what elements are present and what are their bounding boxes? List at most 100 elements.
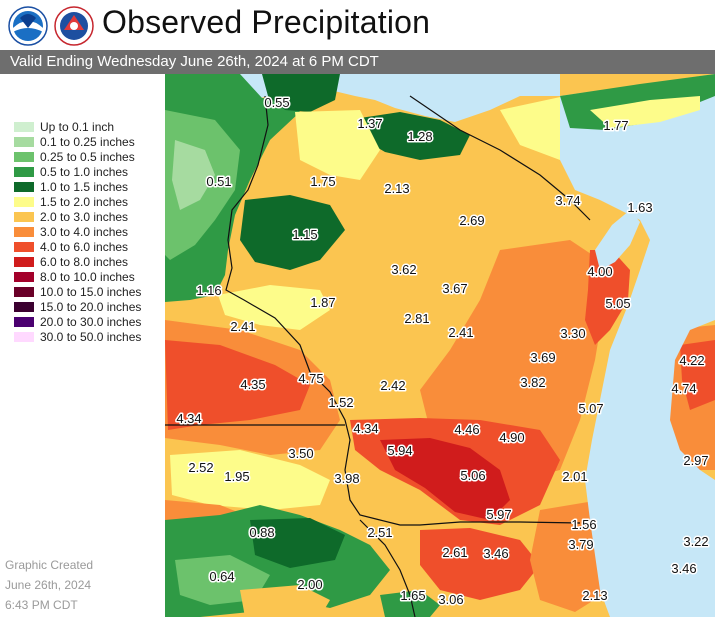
legend-swatch: [14, 332, 34, 342]
legend-item: 1.5 to 2.0 inches: [14, 195, 164, 210]
precip-value-label: 2.00: [297, 577, 322, 592]
precip-value-label: 3.62: [391, 262, 416, 277]
precip-red-lower-mi-core: [680, 340, 715, 410]
precip-value-label: 1.16: [196, 283, 221, 298]
legend-item: 20.0 to 30.0 inches: [14, 315, 164, 330]
legend-item: 0.1 to 0.25 inches: [14, 135, 164, 150]
legend-swatch: [14, 137, 34, 147]
precip-value-label: 3.82: [520, 375, 545, 390]
precip-dark-green-north: [360, 112, 470, 160]
precip-value-label: 1.56: [571, 517, 596, 532]
precip-value-label: 5.05: [605, 296, 630, 311]
precip-value-label: 2.81: [404, 311, 429, 326]
precip-value-label: 2.13: [582, 588, 607, 603]
legend-item: 6.0 to 8.0 inches: [14, 255, 164, 270]
precip-red-west: [165, 340, 310, 430]
precip-value-label: 1.37: [357, 116, 382, 131]
legend-label: 3.0 to 4.0 inches: [40, 225, 129, 239]
legend-item: 15.0 to 20.0 inches: [14, 300, 164, 315]
precip-value-label: 5.06: [460, 468, 485, 483]
legend-label: 0.5 to 1.0 inches: [40, 165, 129, 179]
legend-item: 8.0 to 10.0 inches: [14, 270, 164, 285]
legend-label: 30.0 to 50.0 inches: [40, 330, 142, 344]
lake-michigan: [560, 74, 715, 617]
legend-item: 4.0 to 6.0 inches: [14, 240, 164, 255]
precip-value-label: 4.74: [671, 381, 696, 396]
precip-value-label: 1.75: [310, 174, 335, 189]
legend-label: 1.5 to 2.0 inches: [40, 195, 129, 209]
precip-yellow-iowa-south: [240, 585, 330, 617]
legend-swatch: [14, 227, 34, 237]
precip-value-label: 3.69: [530, 350, 555, 365]
precip-value-label: 4.90: [499, 430, 524, 445]
precip-value-label: 4.34: [176, 411, 201, 426]
precip-value-label: 2.61: [442, 545, 467, 560]
precip-yellow-up-east: [590, 96, 700, 128]
precip-value-label: 4.22: [679, 353, 704, 368]
precip-value-label: 3.50: [288, 446, 313, 461]
legend-swatch: [14, 152, 34, 162]
precip-dark-green-west: [240, 195, 345, 270]
legend-label: 20.0 to 30.0 inches: [40, 315, 142, 329]
precip-yellow-arrowhead: [295, 110, 380, 180]
precip-value-label: 3.06: [438, 592, 463, 607]
legend-label: 0.25 to 0.5 inches: [40, 150, 135, 164]
legend-label: 8.0 to 10.0 inches: [40, 270, 135, 284]
legend-item: 2.0 to 3.0 inches: [14, 210, 164, 225]
precip-value-label: 4.46: [454, 422, 479, 437]
precip-value-label: 2.41: [448, 325, 473, 340]
created-line-2: June 26th, 2024: [5, 578, 92, 592]
precipitation-map: 0.55 1.37 1.28 1.77 0.51 1.75 2.13 3.74 1.63 2.69…: [165, 74, 715, 617]
legend-label: 2.0 to 3.0 inches: [40, 210, 129, 224]
precip-value-label: 5.07: [578, 401, 603, 416]
legend-swatch: [14, 212, 34, 222]
state-borders: [165, 95, 591, 617]
noaa-logo-icon: [8, 6, 48, 46]
precip-value-label: 5.97: [486, 507, 511, 522]
legend-item: 1.0 to 1.5 inches: [14, 180, 164, 195]
legend-swatch: [14, 287, 34, 297]
precip-value-label: 2.97: [683, 453, 708, 468]
precip-value-label: 2.41: [230, 319, 255, 334]
precip-value-label: 4.34: [353, 421, 378, 436]
legend-item: Up to 0.1 inch: [14, 120, 164, 135]
legend-label: 1.0 to 1.5 inches: [40, 180, 129, 194]
precip-value-label: 0.51: [206, 174, 231, 189]
created-line-3: 6:43 PM CDT: [5, 598, 78, 612]
page-title: Observed Precipitation: [102, 4, 431, 40]
precip-dark-green-iowa: [250, 518, 345, 568]
precip-yellow-sw: [170, 450, 330, 510]
precip-value-label: 0.88: [249, 525, 274, 540]
precip-value-label: 1.95: [224, 469, 249, 484]
legend-swatch: [14, 317, 34, 327]
legend-label: 15.0 to 20.0 inches: [40, 300, 142, 314]
precip-red-lakeshore: [585, 250, 630, 345]
precip-value-label: 3.30: [560, 326, 585, 341]
precip-value-label: 1.65: [400, 588, 425, 603]
precip-value-label: 4.00: [587, 264, 612, 279]
precip-value-label: 3.46: [671, 561, 696, 576]
legend-item: 30.0 to 50.0 inches: [14, 330, 164, 345]
precip-deep-red-central: [380, 438, 510, 520]
precip-value-label: 3.22: [683, 534, 708, 549]
precip-value-label: 2.51: [367, 525, 392, 540]
precip-value-label: 1.63: [627, 200, 652, 215]
legend-swatch: [14, 167, 34, 177]
legend-label: 0.1 to 0.25 inches: [40, 135, 135, 149]
header: Observed Precipitation: [0, 0, 715, 50]
valid-time-subtitle: Valid Ending Wednesday June 26th, 2024 a…: [10, 53, 379, 70]
precip-mid-green-nw: [172, 140, 215, 210]
legend-label: 4.0 to 6.0 inches: [40, 240, 129, 254]
precip-value-label: 2.42: [380, 378, 405, 393]
precip-value-label: 1.52: [328, 395, 353, 410]
subtitle-bar: Valid Ending Wednesday June 26th, 2024 a…: [0, 50, 715, 74]
legend-swatch: [14, 257, 34, 267]
precip-value-label: 0.64: [209, 569, 234, 584]
precip-value-label: 2.01: [562, 469, 587, 484]
legend-label: 6.0 to 8.0 inches: [40, 255, 129, 269]
precip-value-label: 2.52: [188, 460, 213, 475]
legend-swatch: [14, 302, 34, 312]
legend-label: 10.0 to 15.0 inches: [40, 285, 142, 299]
precip-value-label: 5.94: [387, 443, 412, 458]
precip-yellow-west: [218, 285, 330, 330]
